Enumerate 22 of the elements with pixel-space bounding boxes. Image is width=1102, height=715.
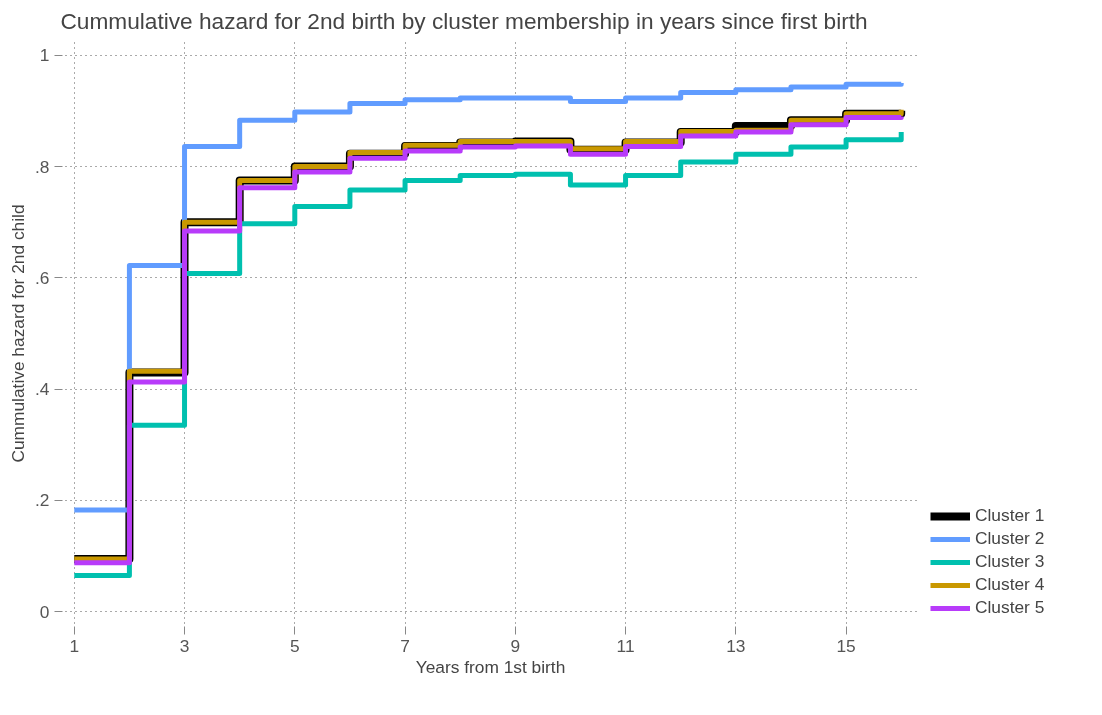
chart-title: Cummulative hazard for 2nd birth by cluster membership in years since first birth xyxy=(60,7,868,34)
x-tick-label: 11 xyxy=(616,635,635,656)
legend-label: Cluster 3 xyxy=(975,551,1045,572)
y-tick-label: .8 xyxy=(35,156,50,177)
y-tick-label: .6 xyxy=(35,267,50,288)
x-tick-label: 13 xyxy=(726,635,746,656)
x-tick-label: 3 xyxy=(179,635,190,656)
y-tick-label: 0 xyxy=(39,601,50,622)
y-axis-title: Cummulative hazard for 2nd child xyxy=(8,204,29,463)
x-tick-label: 1 xyxy=(69,635,80,656)
legend-label: Cluster 2 xyxy=(975,528,1045,549)
y-tick-label: 1 xyxy=(39,45,50,66)
x-tick-label: 7 xyxy=(400,635,410,656)
legend-label: Cluster 1 xyxy=(975,505,1045,526)
x-tick-label: 9 xyxy=(510,635,521,656)
legend-label: Cluster 5 xyxy=(975,597,1045,618)
y-tick-label: .4 xyxy=(35,379,50,400)
x-tick-label: 15 xyxy=(836,635,856,656)
x-tick-label: 5 xyxy=(289,635,300,656)
x-axis-title: Years from 1st birth xyxy=(415,656,566,677)
legend-label: Cluster 4 xyxy=(975,574,1045,595)
y-tick-label: .2 xyxy=(35,490,50,511)
